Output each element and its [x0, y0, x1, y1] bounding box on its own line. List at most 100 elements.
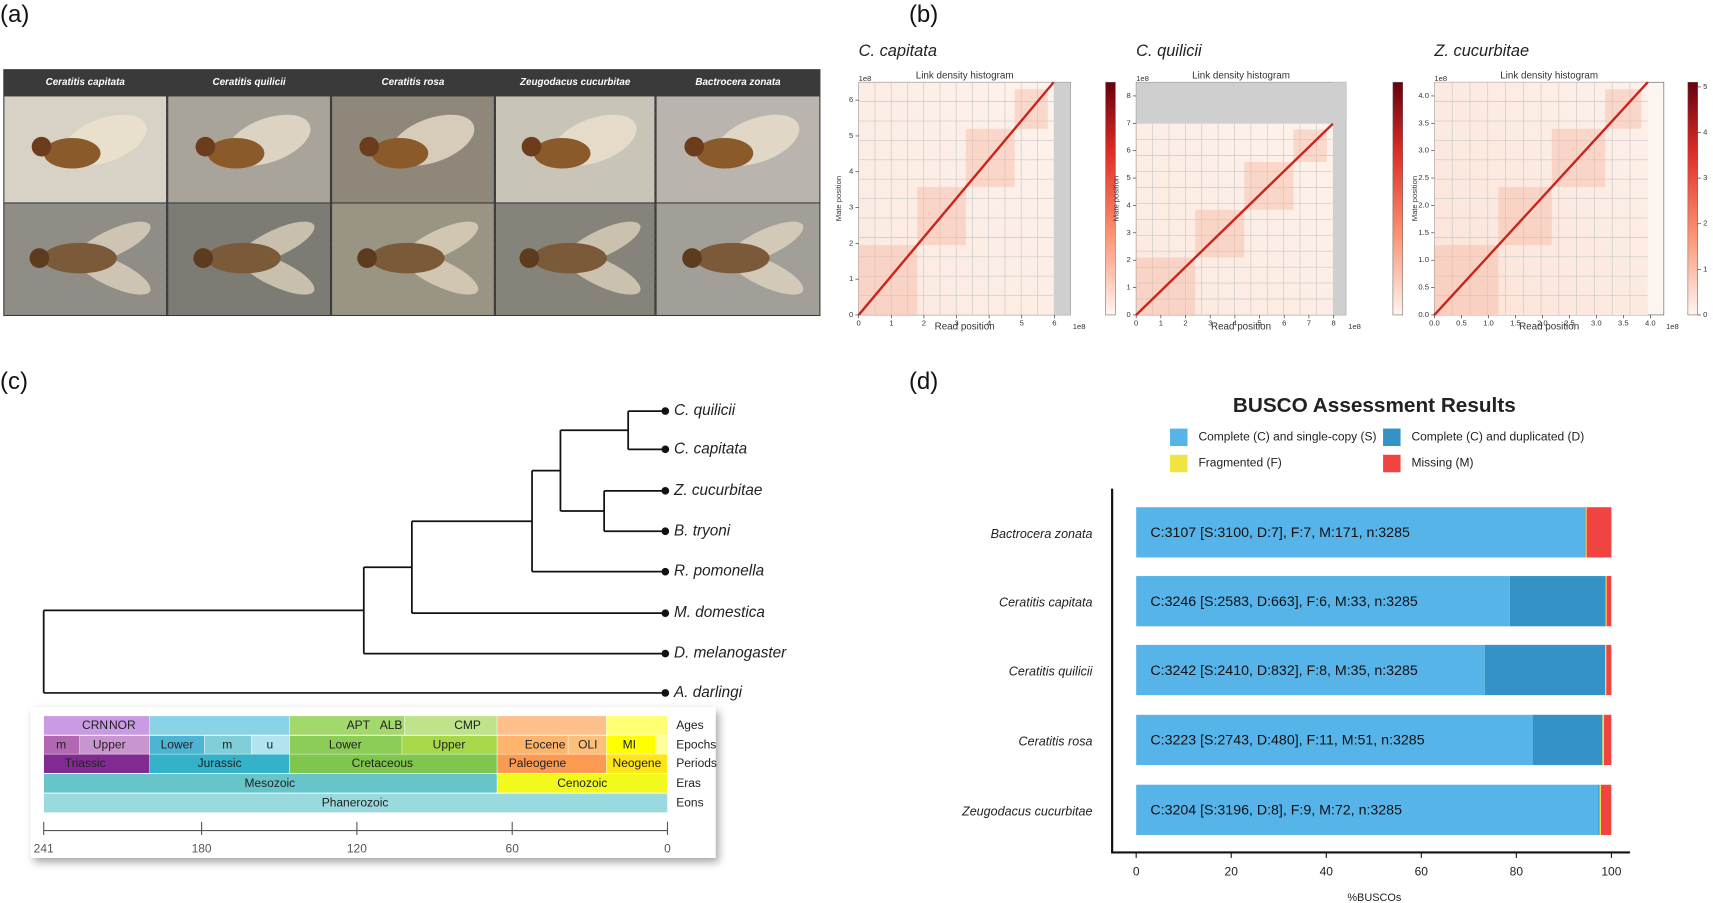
y-axis-label: Mate position [1112, 176, 1121, 221]
leaf-label: B. tryoni [674, 522, 731, 539]
map-subtitle: Link density histogram [1192, 70, 1290, 81]
x-tick-label: 0 [857, 319, 861, 328]
time-interval [606, 715, 668, 736]
x-tick-label: 7 [1307, 319, 1311, 328]
colorbar [1687, 81, 1698, 316]
y-tick-label: 3 [849, 203, 853, 212]
x-tick-label: 4 [987, 319, 992, 328]
insect-body [533, 137, 591, 169]
x-tick-label: 2.5 [1564, 319, 1575, 328]
bar-segment [1599, 784, 1601, 835]
scale-label: 1e8 [859, 74, 872, 83]
bar-annotation: C:3246 [S:2583, D:663], F:6, M:33, n:328… [1150, 594, 1417, 610]
legend-label: Complete (C) and duplicated (D) [1411, 429, 1584, 443]
tree-tip [661, 527, 670, 536]
time-interval [43, 793, 668, 813]
y-tick-label: 5 [1126, 173, 1130, 182]
colorbar-tick-label: 2 [1703, 219, 1707, 228]
row-label: Periods [676, 756, 717, 770]
x-tick-label: 2 [922, 319, 926, 328]
x-tick-label: 1 [889, 319, 893, 328]
insect-body [695, 242, 770, 274]
interval-label: Cretaceous [352, 756, 413, 770]
y-tick-label: 1 [1126, 283, 1130, 292]
interval-label: Phanerozoic [322, 795, 389, 809]
category-label: Ceratitis capitata [999, 596, 1092, 610]
x-tick-label: 3.5 [1618, 319, 1629, 328]
panel-label: (d) [909, 368, 938, 395]
colorbar [1392, 81, 1404, 316]
leaf-label: C. quilicii [674, 402, 736, 419]
interval-label: Cenozoic [557, 776, 607, 790]
bar-segment [1484, 644, 1606, 696]
y-tick-label: 0.0 [1418, 310, 1429, 319]
y-tick-label: 7 [1126, 118, 1130, 127]
species-label: Ceratitis capitata [46, 77, 126, 88]
species-label: Ceratitis rosa [382, 77, 445, 88]
insect-head [29, 248, 50, 268]
x-tick-label: 4 [1233, 319, 1238, 328]
interval-label: Upper [93, 738, 126, 752]
bar-segment [1605, 576, 1607, 627]
time-tick-label: 120 [347, 841, 367, 855]
x-tick-label: 2.0 [1537, 319, 1548, 328]
interval-label: Paleogene [509, 756, 567, 770]
insect-body [207, 137, 265, 169]
x-tick-label: 8 [1331, 319, 1335, 328]
row-label: Epochs [676, 738, 716, 752]
colorbar-tick-label: 1 [1703, 264, 1707, 273]
hic-map: C. quilicii Link density histogram 1e8 1e8 0… [1112, 42, 1404, 333]
x-tick-label: 5 [1257, 319, 1261, 328]
x-tick-label: 20 [1225, 864, 1239, 878]
y-axis-label: Mate position [834, 176, 843, 221]
insect-body [206, 242, 281, 274]
interval-label: Lower [329, 738, 362, 752]
bar-annotation: C:3223 [S:2743, D:480], F:11, M:51, n:32… [1150, 733, 1424, 749]
bar-segment [1509, 576, 1606, 627]
row-label: Ages [676, 718, 703, 732]
diagonal [857, 81, 1055, 316]
leaf-label: Z. cucurbitae [673, 482, 762, 499]
map-subtitle: Link density histogram [1500, 70, 1598, 81]
time-interval [606, 753, 668, 774]
y-tick-label: 1.0 [1418, 255, 1429, 264]
row-label: Eras [676, 776, 701, 790]
legend-label: Missing (M) [1411, 456, 1473, 470]
hic-panel: C. capitata Link density histogram 1e8 1e8 0… [834, 42, 1708, 333]
bar-segment [1606, 644, 1612, 696]
colorbar [1105, 81, 1116, 316]
category-label: Bactrocera zonata [991, 527, 1093, 541]
x-tick-label: 80 [1510, 864, 1524, 878]
y-tick-label: 4.0 [1418, 91, 1429, 100]
leaf-label: M. domestica [674, 604, 765, 621]
scale-label: 1e8 [1434, 74, 1447, 83]
x-tick-label: 0.0 [1429, 319, 1440, 328]
photo-panel: Ceratitis capitata Ceratitis quilicii Cera… [3, 69, 821, 317]
x-tick-label: 1.5 [1510, 319, 1521, 328]
busco-panel: BUSCO Assessment Results %BUSCOs Complet… [961, 394, 1630, 903]
x-tick-label: 3 [954, 319, 958, 328]
time-tick-label: 180 [192, 841, 212, 855]
insect-head [519, 248, 540, 268]
y-tick-label: 2.5 [1418, 173, 1429, 182]
y-tick-label: 4 [1126, 200, 1131, 209]
interval-label: Jurassic [198, 756, 242, 770]
species-label: Bactrocera zonata [695, 77, 781, 88]
y-tick-label: 1.5 [1418, 228, 1429, 237]
y-tick-label: 1 [849, 274, 853, 283]
time-interval [496, 715, 607, 736]
x-axis-label: Read position [1519, 322, 1579, 333]
insect-body [532, 242, 607, 274]
bar-segment [1598, 784, 1600, 835]
interval-label: Mesozoic [244, 776, 295, 790]
y-tick-label: 0.5 [1418, 283, 1429, 292]
x-tick-label: 6 [1282, 319, 1286, 328]
bar-annotation: C:3242 [S:2410, D:832], F:8, M:35, n:328… [1150, 663, 1417, 679]
legend-swatch [1383, 428, 1401, 447]
bar-annotation: C:3107 [S:3100, D:7], F:7, M:171, n:3285 [1150, 525, 1410, 541]
insect-body [43, 137, 101, 169]
legend-swatch [1170, 454, 1188, 473]
species-label: Ceratitis quilicii [212, 77, 285, 88]
y-tick-label: 2.0 [1418, 200, 1429, 209]
